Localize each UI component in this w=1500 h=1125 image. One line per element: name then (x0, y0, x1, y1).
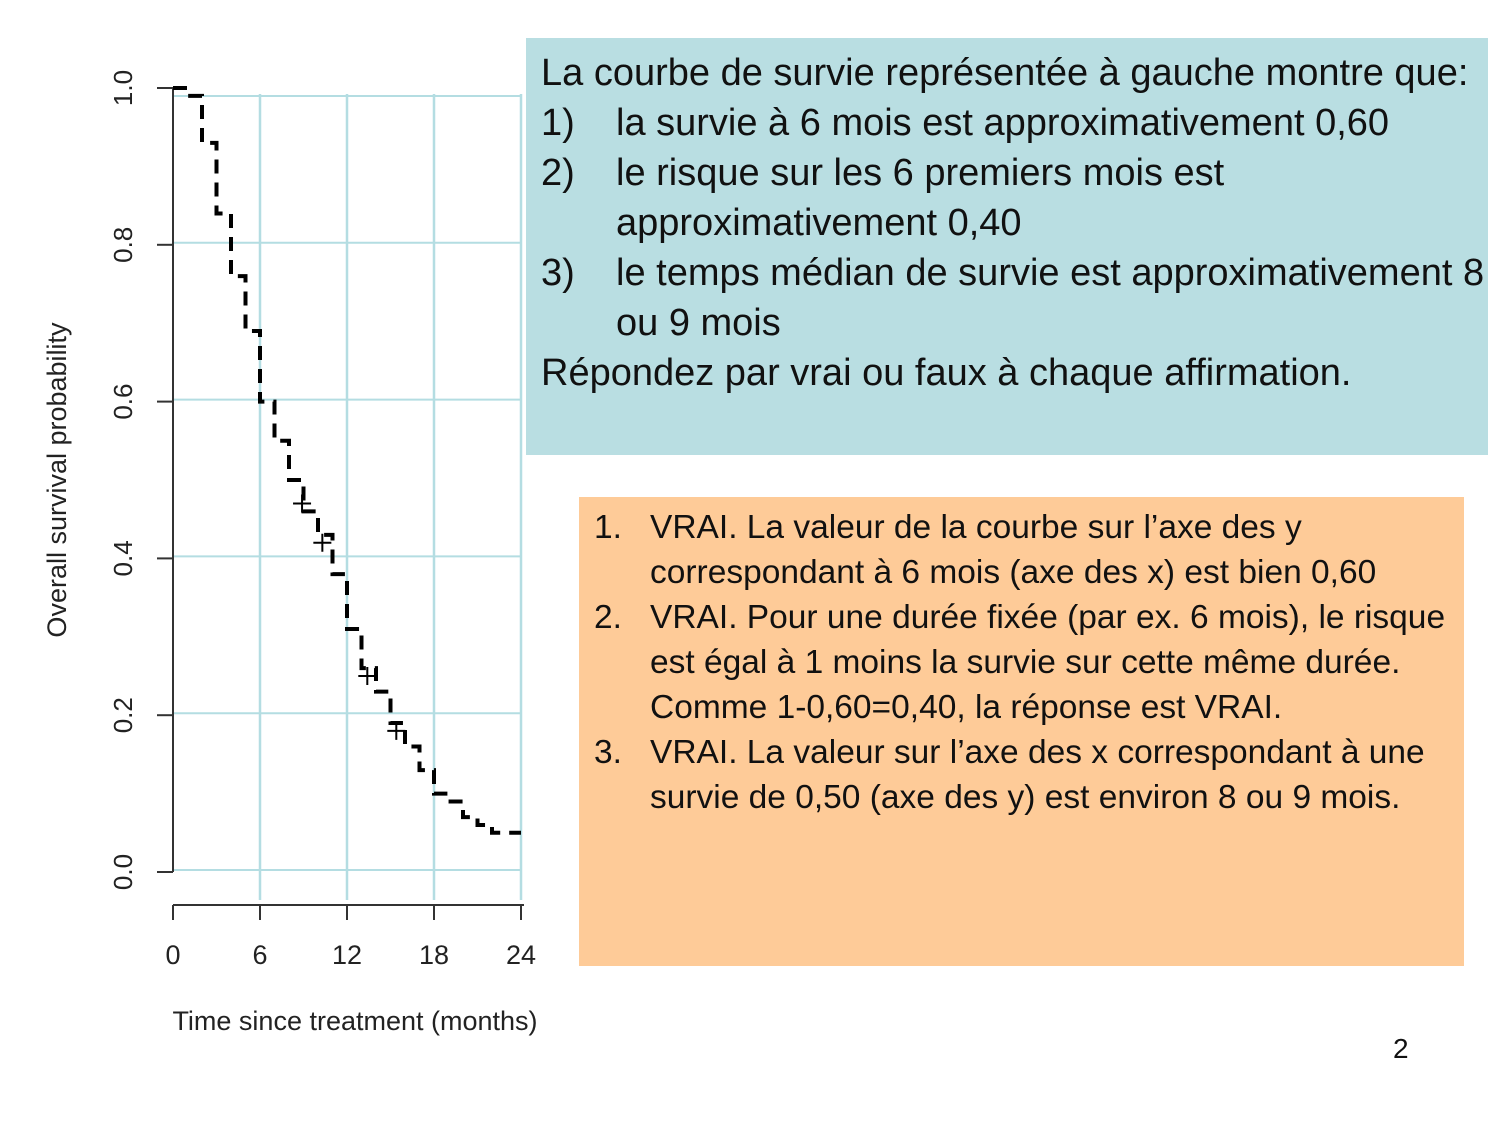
survival-curve (173, 86, 521, 835)
y-tick-label: 1.0 (108, 70, 138, 106)
x-tick-label: 24 (506, 940, 536, 970)
item-text: le temps médian de survie est approximat… (616, 252, 1485, 344)
censor-marks (293, 494, 406, 740)
item-number: 3. (594, 734, 622, 771)
answer-item: 3. VRAI. La valeur sur l’axe des x corres… (594, 730, 1464, 820)
y-axis-label: Overall survival probability (42, 322, 72, 638)
item-text: la survie à 6 mois est approximativement… (616, 102, 1390, 144)
x-tick-label: 12 (332, 940, 362, 970)
question-outro: Répondez par vrai ou faux à chaque affir… (541, 352, 1352, 394)
page-number: 2 (1393, 1033, 1409, 1064)
y-tick-label: 0.0 (108, 854, 138, 890)
y-tick-label: 0.4 (108, 540, 138, 576)
censor-mark (387, 721, 406, 740)
survival-chart: 0.0 0.2 0.4 0.6 0.8 1.0 0 6 12 18 24 Time since tr… (42, 70, 538, 1036)
y-tick-label: 0.8 (108, 227, 138, 263)
answer-item: 2. VRAI. Pour une durée fixée (par ex. 6 … (594, 595, 1464, 730)
answer-box: 1. VRAI. La valeur de la courbe sur l’axe… (579, 497, 1464, 966)
grid (173, 94, 523, 900)
item-text: VRAI. La valeur de la courbe sur l’axe d… (650, 509, 1377, 591)
question-item: 2) le risque sur les 6 premiers mois est … (541, 148, 1488, 248)
item-number: 2. (594, 599, 622, 636)
item-number: 1) (541, 102, 575, 144)
question-intro: La courbe de survie représentée à gauche… (541, 52, 1469, 94)
item-number: 1. (594, 509, 622, 546)
x-axis-label: Time since treatment (months) (172, 1006, 537, 1036)
question-item: 3) le temps médian de survie est approxim… (541, 248, 1488, 348)
answer-item: 1. VRAI. La valeur de la courbe sur l’axe… (594, 505, 1464, 595)
censor-mark (313, 533, 332, 552)
x-tick-label: 18 (419, 940, 449, 970)
item-text: VRAI. Pour une durée fixée (par ex. 6 mo… (650, 599, 1446, 726)
item-text: le risque sur les 6 premiers mois est ap… (616, 152, 1225, 244)
y-tick-label: 0.6 (108, 384, 138, 420)
x-tick-label: 6 (252, 940, 267, 970)
question-box: La courbe de survie représentée à gauche… (526, 38, 1488, 455)
x-tick-label: 0 (165, 940, 180, 970)
censor-mark (293, 494, 312, 513)
axes: 0.0 0.2 0.4 0.6 0.8 1.0 0 6 12 18 24 (108, 70, 536, 970)
censor-mark (358, 667, 377, 685)
item-number: 3) (541, 252, 575, 294)
item-text: VRAI. La valeur sur l’axe des x correspo… (650, 734, 1425, 816)
y-tick-label: 0.2 (108, 697, 138, 733)
item-number: 2) (541, 152, 575, 194)
question-item: 1) la survie à 6 mois est approximativeme… (541, 98, 1488, 148)
